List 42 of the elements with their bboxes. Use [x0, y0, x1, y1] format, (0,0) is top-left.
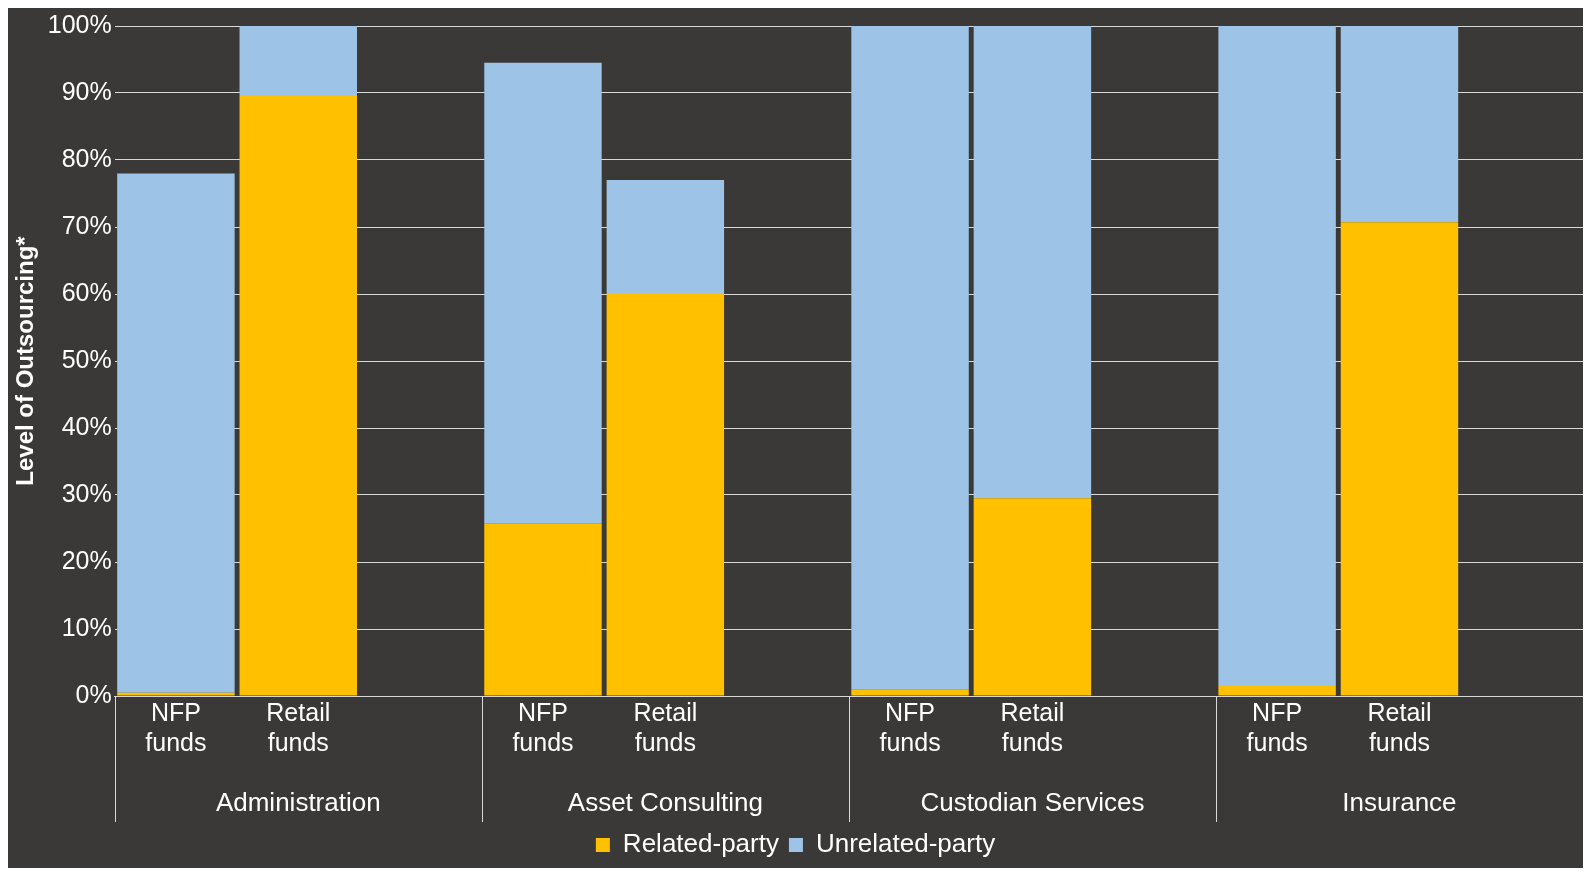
bar [973, 26, 1092, 499]
bar [606, 294, 725, 696]
x-tick-label: Retail funds [633, 697, 698, 756]
x-tick-label: NFP funds [1246, 697, 1308, 756]
bar [851, 26, 969, 690]
y-tick-label: 50% [61, 344, 112, 373]
bar [1218, 685, 1336, 696]
bar [1340, 26, 1459, 223]
x-tick-label: NFP funds [145, 697, 207, 756]
text: Custodian Services [920, 787, 1145, 818]
bar [1340, 222, 1459, 696]
bar [239, 95, 357, 696]
y-tick-label: 70% [61, 210, 112, 239]
text: Asset Consulting [567, 787, 763, 818]
y-tick-label: 10% [61, 612, 112, 641]
bar [239, 26, 357, 96]
y-tick-label: 90% [61, 76, 112, 105]
y-tick-label: 100% [47, 9, 112, 38]
text: Administration [215, 787, 381, 818]
y-tick-label: 0% [75, 679, 112, 708]
text: Insurance [1342, 787, 1457, 818]
bar [117, 173, 235, 693]
bar [484, 523, 602, 696]
x-tick-label: Retail funds [1367, 697, 1432, 756]
bar [606, 180, 725, 294]
y-tick-label: 20% [61, 545, 112, 574]
bar [484, 62, 602, 524]
x-tick-label: Retail funds [1000, 697, 1065, 756]
y-tick-label: 60% [61, 277, 112, 306]
x-tick-label: NFP funds [512, 697, 574, 756]
legend-label: Related-party [622, 828, 779, 859]
x-tick-label: Retail funds [266, 697, 331, 756]
bar [851, 689, 969, 696]
y-tick-label: 30% [61, 478, 112, 507]
bar [973, 498, 1092, 696]
legend-label: Unrelated-party [815, 828, 996, 859]
y-axis-title: Level of Outsourcing* [11, 235, 39, 486]
bar [117, 692, 235, 696]
x-tick-label: NFP funds [879, 697, 941, 756]
y-tick-label: 40% [61, 411, 112, 440]
bar [1218, 26, 1336, 686]
y-tick-label: 80% [61, 143, 112, 172]
